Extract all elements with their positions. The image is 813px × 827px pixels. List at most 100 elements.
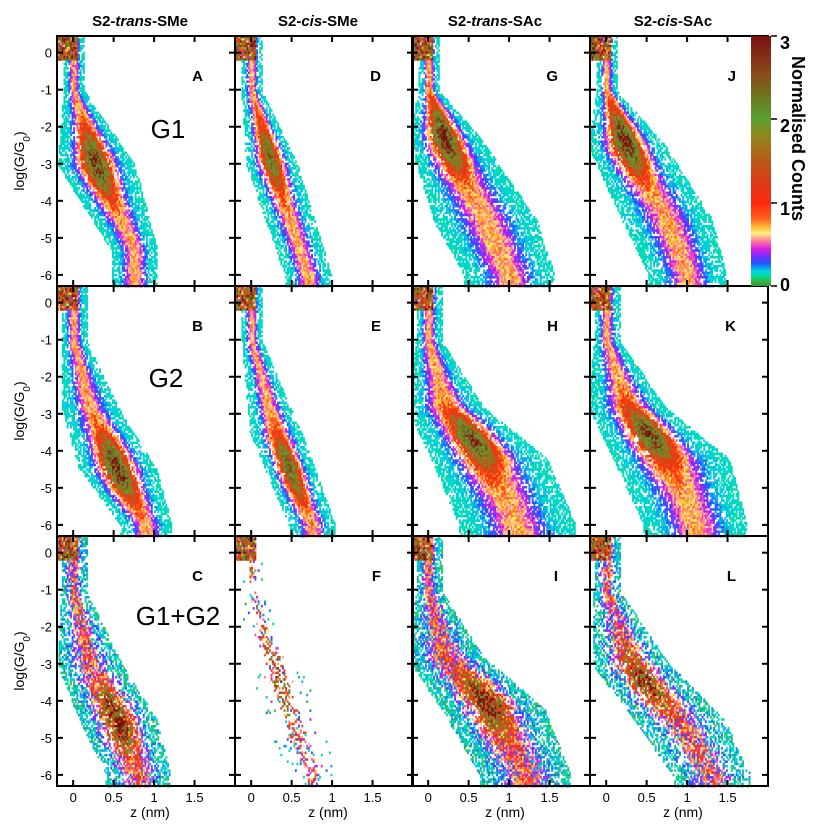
heatmap-cell [123, 165, 125, 168]
heatmap-cell [73, 172, 75, 175]
heatmap-cell [73, 384, 75, 387]
heatmap-cell [93, 109, 95, 112]
heatmap-cell [88, 430, 90, 433]
heatmap-cell [101, 413, 103, 416]
heatmap-cell [99, 488, 101, 491]
heatmap-cell [118, 243, 120, 246]
heatmap-cell [146, 209, 148, 212]
heatmap-cell [101, 123, 103, 126]
heatmap-cell [72, 402, 74, 405]
heatmap-cell [99, 118, 101, 121]
column-title: S2-trans-SMe [92, 13, 188, 30]
heatmap-cell [114, 260, 116, 263]
heatmap-cell [94, 393, 96, 396]
heatmap-cell [127, 433, 129, 436]
heatmap-cell [135, 174, 137, 177]
heatmap-cell [78, 67, 80, 70]
heatmap-cell [97, 209, 99, 212]
heatmap-cell [70, 127, 72, 130]
heatmap-cell [112, 267, 114, 270]
heatmap-cell [104, 218, 106, 221]
heatmap-cell [67, 154, 69, 157]
heatmap-cell [83, 437, 85, 440]
heatmap-cell [146, 254, 148, 257]
heatmap-cell [83, 433, 85, 436]
heatmap-cell [143, 200, 145, 203]
heatmap-cell [112, 395, 114, 398]
heatmap-cell [118, 158, 120, 161]
heatmap-cell [81, 60, 83, 63]
heatmap-cell [67, 118, 69, 121]
heatmap-cell [70, 105, 72, 108]
heatmap-cell [138, 229, 140, 232]
heatmap-cell [144, 466, 146, 469]
heatmap-cell [99, 495, 101, 498]
heatmap-cell [96, 220, 98, 223]
heatmap-cell [67, 138, 69, 141]
heatmap-cell [133, 448, 135, 451]
heatmap-cell [78, 145, 80, 148]
heatmap-cell [130, 167, 132, 170]
heatmap-cell [68, 395, 70, 398]
heatmap-cell [94, 207, 96, 210]
heatmap-cell [72, 375, 74, 378]
heatmap-cell [70, 149, 72, 152]
heatmap-cell [65, 125, 67, 128]
heatmap-cell [138, 444, 140, 447]
heatmap-cell [83, 337, 85, 340]
heatmap-cell [70, 156, 72, 159]
heatmap-cell [131, 430, 133, 433]
heatmap-cell [63, 359, 65, 362]
heatmap-cell [70, 433, 72, 436]
heatmap-cell [118, 408, 120, 411]
heatmap-cell [93, 368, 95, 371]
heatmap-cell [102, 470, 104, 473]
heatmap-cell [146, 278, 148, 281]
heatmap-cell [151, 490, 153, 493]
heatmap-cell [118, 143, 120, 146]
heatmap-cell [149, 482, 151, 485]
heatmap-cell [93, 214, 95, 217]
heatmap-cell [93, 105, 95, 108]
heatmap-cell [81, 426, 83, 429]
heatmap-cell [128, 183, 130, 186]
heatmap-cell [67, 76, 69, 79]
heatmap-cell [135, 477, 137, 480]
heatmap-cell [89, 118, 91, 121]
heatmap-cell [109, 419, 111, 422]
heatmap-cell [101, 132, 103, 135]
heatmap-cell [117, 174, 119, 177]
heatmap-cell [146, 459, 148, 462]
heatmap-cell [141, 196, 143, 199]
heatmap-cell [149, 493, 151, 496]
heatmap-cell [110, 145, 112, 148]
heatmap-cell [93, 125, 95, 128]
heatmap-cell [101, 388, 103, 391]
heatmap-cell [76, 152, 78, 155]
heatmap-cell [78, 293, 80, 296]
heatmap-cell [78, 54, 80, 57]
heatmap-cell [144, 205, 146, 208]
heatmap-cell [101, 466, 103, 469]
heatmap-cell [99, 379, 101, 382]
heatmap-cell [85, 174, 87, 177]
heatmap-cell [86, 299, 88, 302]
heatmap-cell [110, 167, 112, 170]
heatmap-cell [83, 87, 85, 90]
heatmap-cell [68, 377, 70, 380]
heatmap-cell [85, 103, 87, 106]
heatmap-cell [151, 280, 153, 283]
heatmap-cell [72, 373, 74, 376]
heatmap-cell [143, 488, 145, 491]
heatmap-cell [115, 442, 117, 445]
heatmap-cell [93, 189, 95, 192]
heatmap-cell [63, 69, 65, 72]
heatmap-cell [149, 225, 151, 228]
heatmap-cell [85, 362, 87, 365]
heatmap-cell [76, 402, 78, 405]
heatmap-cell [83, 52, 85, 55]
heatmap-cell [86, 192, 88, 195]
heatmap-cell [67, 328, 69, 331]
heatmap-cell [115, 136, 117, 139]
heatmap-cell [144, 477, 146, 480]
